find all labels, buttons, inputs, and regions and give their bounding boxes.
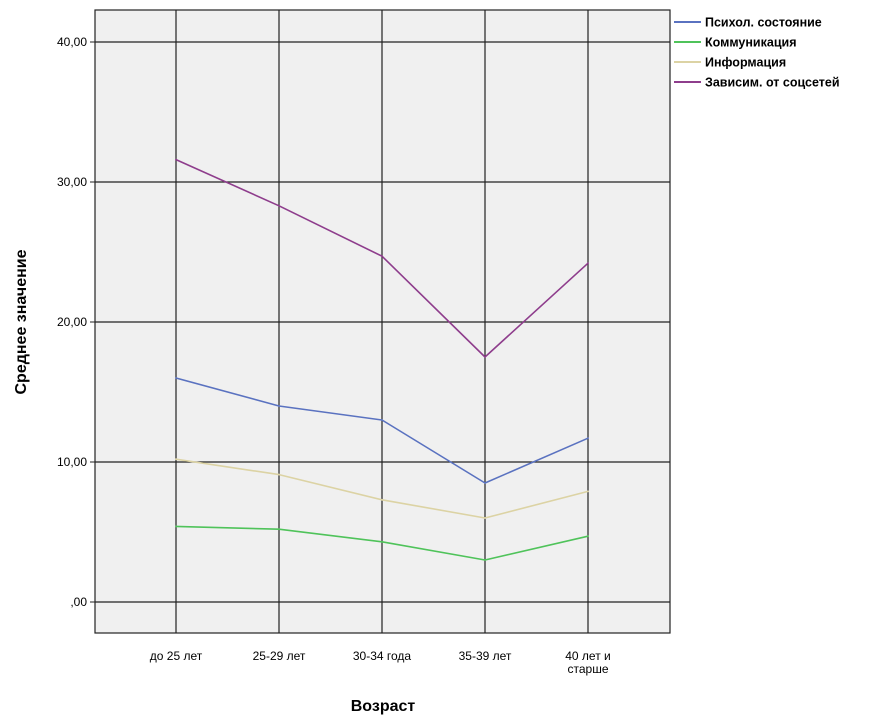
- legend-label-0: Психол. состояние: [705, 16, 822, 30]
- data-point-0-2: [381, 419, 383, 421]
- data-point-0-1: [278, 405, 280, 407]
- data-point-3-3: [484, 356, 486, 358]
- y-tick-label-2: 20,00: [57, 315, 87, 329]
- data-point-3-1: [278, 204, 280, 207]
- data-point-2-4: [587, 490, 589, 493]
- data-point-0-4: [587, 437, 589, 440]
- legend-label-3: Зависим. от соцсетей: [705, 76, 840, 90]
- y-tick-label-3: 30,00: [57, 175, 87, 189]
- x-tick-label-3: 35-39 лет: [459, 649, 512, 663]
- data-point-3-0: [175, 158, 177, 161]
- data-point-3-2: [381, 255, 383, 258]
- data-point-2-2: [381, 498, 383, 501]
- data-point-2-1: [278, 473, 280, 476]
- data-point-0-3: [484, 482, 486, 484]
- y-axis-title: Среднее значение: [13, 249, 30, 394]
- data-point-0-0: [175, 377, 177, 379]
- data-point-1-3: [484, 559, 486, 561]
- legend: Психол. состояние Коммуникация Информация З…: [674, 16, 840, 90]
- data-point-3-4: [587, 262, 589, 265]
- x-axis-title: Возраст: [351, 698, 416, 715]
- data-point-1-2: [381, 540, 383, 543]
- x-tick-label-0: до 25 лет: [150, 649, 203, 663]
- y-tick-label-1: 10,00: [57, 455, 87, 469]
- data-point-1-1: [278, 528, 280, 531]
- x-tick-label-2: 30-34 года: [353, 649, 412, 663]
- x-tick-label-1: 25-29 лет: [253, 649, 306, 663]
- data-point-2-3: [484, 517, 486, 519]
- data-point-1-0: [175, 525, 177, 528]
- y-tick-label-0: ,00: [70, 595, 87, 609]
- y-tick-label-4: 40,00: [57, 35, 87, 49]
- legend-label-1: Коммуникация: [705, 36, 797, 50]
- data-point-2-0: [175, 458, 177, 461]
- data-point-1-4: [587, 535, 589, 538]
- x-tick-label-4: 40 лет и старше: [565, 649, 611, 676]
- legend-label-2: Информация: [705, 56, 786, 70]
